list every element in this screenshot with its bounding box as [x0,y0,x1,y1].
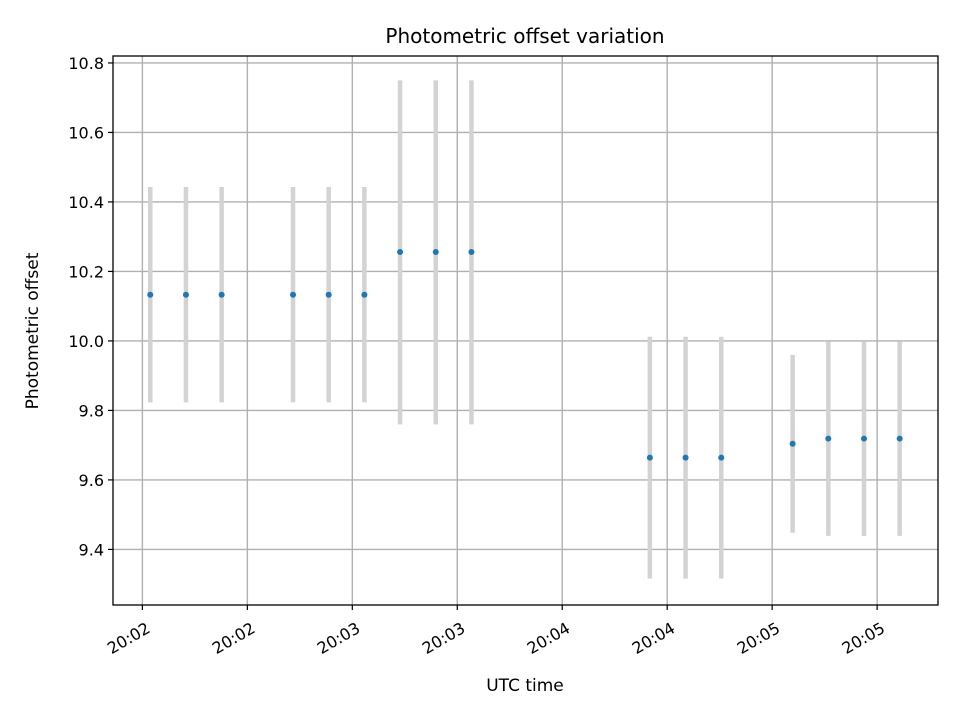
data-point [361,291,368,298]
data-point [397,248,404,255]
data-point [646,454,653,461]
chart-title: Photometric offset variation [385,24,664,48]
y-tick-label: 9.4 [79,540,104,559]
data-point [789,440,796,447]
y-tick-label: 10.6 [68,123,104,142]
data-point [896,435,903,442]
y-tick-label: 10.4 [68,193,104,212]
data-point [218,291,225,298]
y-tick-label: 10.8 [68,54,104,73]
data-point [718,454,725,461]
y-tick-label: 10.0 [68,332,104,351]
data-point [147,291,154,298]
x-axis-label: UTC time [486,676,564,696]
data-point [682,454,689,461]
y-tick-label: 9.6 [79,471,104,490]
data-point [182,291,189,298]
data-point [468,248,475,255]
data-point [825,435,832,442]
data-point [325,291,332,298]
y-tick-label: 9.8 [79,401,104,420]
data-point [861,435,868,442]
data-point [290,291,297,298]
data-points [147,248,903,461]
y-axis-label: Photometric offset [23,252,43,409]
y-axis-ticks: 9.4 9.6 9.8 10.0 10.2 10.4 10.6 10.8 [68,54,113,559]
y-tick-label: 10.2 [68,262,104,281]
data-point [432,248,439,255]
grid [113,56,938,605]
plot-area-frame [112,55,939,606]
